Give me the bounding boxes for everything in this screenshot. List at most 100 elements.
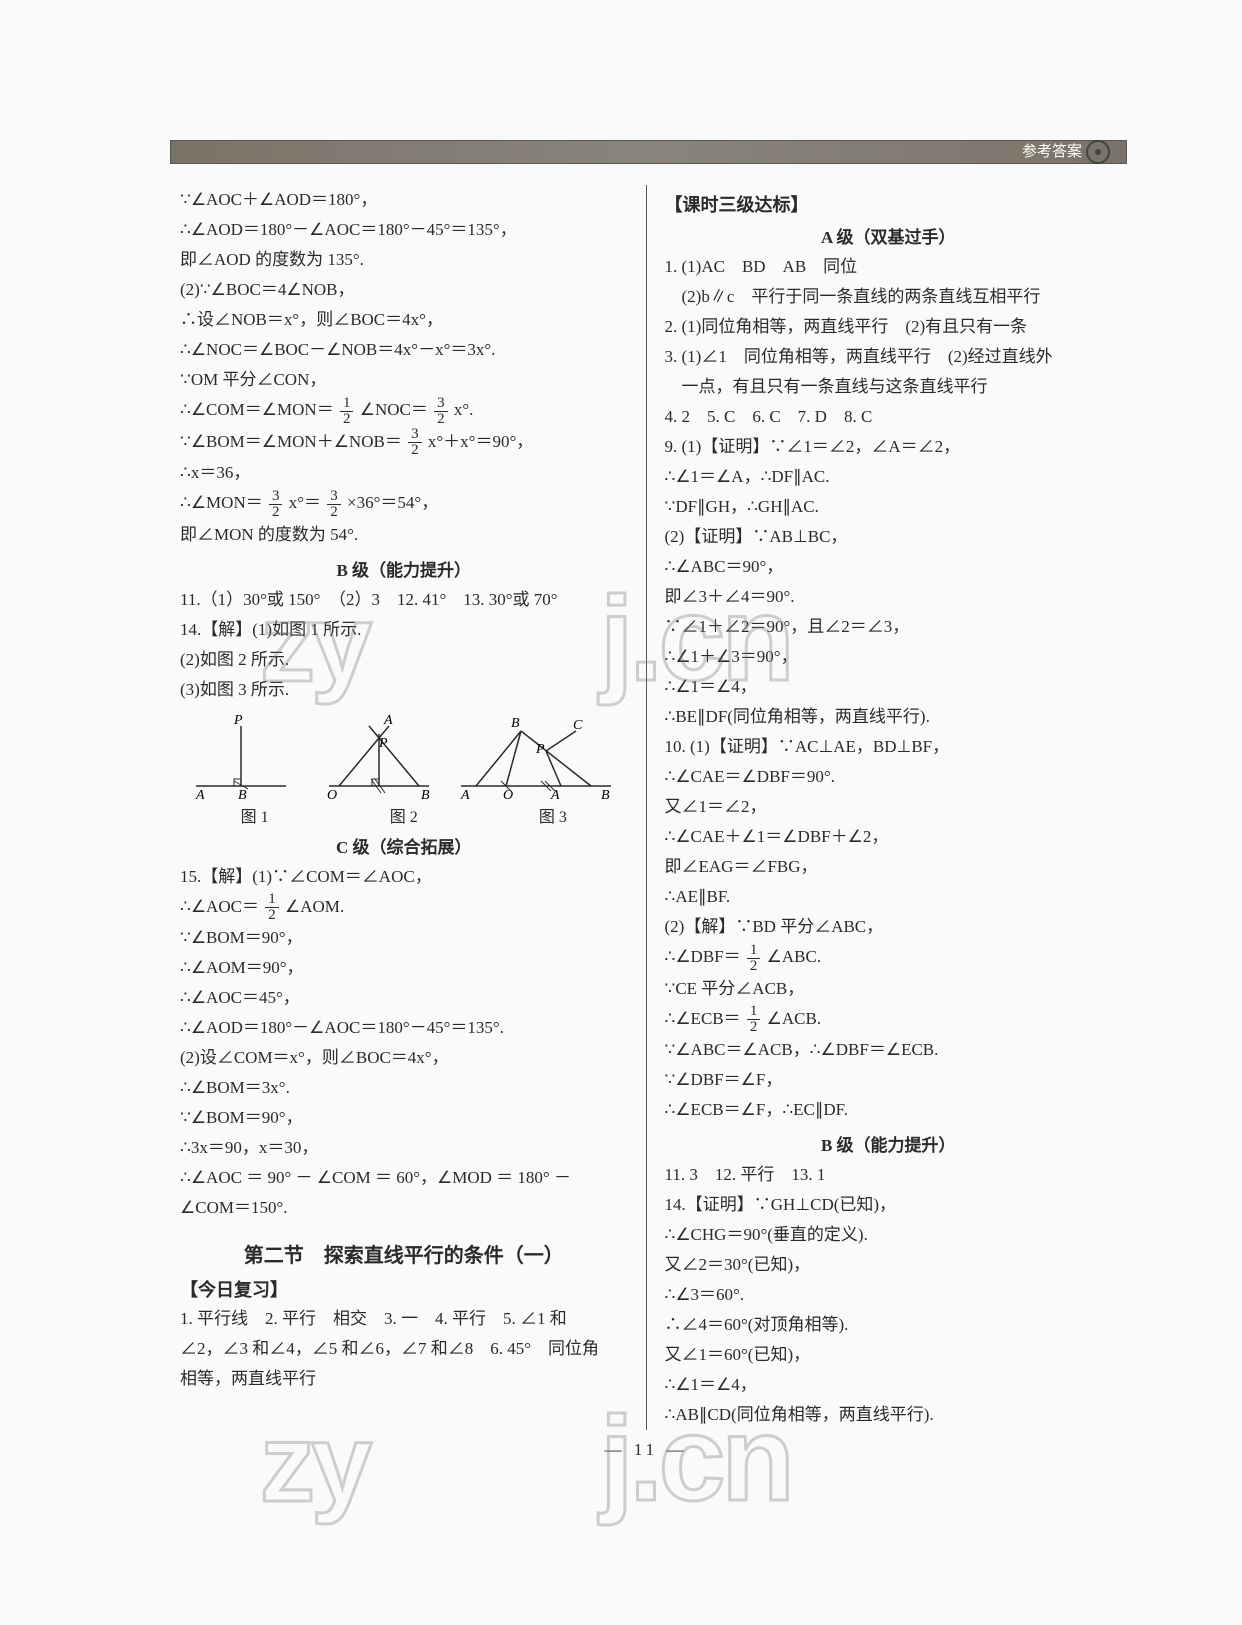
fragment: ∠AOM.	[285, 897, 344, 916]
text-line: ∴∠CHG＝90°(垂直的定义).	[665, 1220, 1113, 1250]
svg-text:A: A	[383, 713, 393, 728]
text-line: ∴∠CAE＋∠1＝∠DBF＋∠2，	[665, 822, 1113, 852]
text-line: ∴x＝36，	[180, 458, 628, 488]
fraction: 12	[747, 1004, 761, 1035]
fragment: ×36°＝54°，	[347, 493, 438, 512]
text-line: ∠2，∠3 和∠4，∠5 和∠6，∠7 和∠8 6. 45° 同位角	[180, 1334, 628, 1364]
svg-text:A: A	[550, 788, 560, 801]
text-line: ∴∠1＝∠4，	[665, 1370, 1113, 1400]
svg-text:P: P	[378, 736, 388, 751]
text-line: (2)【证明】∵AB⊥BC，	[665, 522, 1113, 552]
text-line: ∴∠COM＝∠MON＝ 12 ∠NOC＝ 32 x°.	[180, 395, 628, 427]
svg-text:B: B	[421, 788, 430, 801]
text-line: (2)【解】∵BD 平分∠ABC，	[665, 912, 1113, 942]
svg-text:A: A	[460, 788, 470, 801]
level-b-title: B 级（能力提升）	[180, 556, 628, 581]
standard-title: 【课时三级达标】	[665, 191, 1113, 217]
text-line: (2)设∠COM＝x°，则∠BOC＝4x°，	[180, 1043, 628, 1073]
page: 参考答案 zy j.cn zy j.cn ∵∠AOC＋∠AOD＝180°， ∴∠…	[0, 0, 1242, 1625]
left-column: ∵∠AOC＋∠AOD＝180°， ∴∠AOD＝180°－∠AOC＝180°－45…	[170, 185, 647, 1430]
figure-2: A P O B	[309, 711, 439, 801]
text-line: 4. 2 5. C 6. C 7. D 8. C	[665, 402, 1113, 432]
fraction: 32	[269, 489, 283, 520]
svg-text:A: A	[195, 788, 205, 801]
level-b-title-right: B 级（能力提升）	[665, 1131, 1113, 1156]
text-line: ∴∠CAE＝∠DBF＝90°.	[665, 762, 1113, 792]
content-columns: ∵∠AOC＋∠AOD＝180°， ∴∠AOD＝180°－∠AOC＝180°－45…	[170, 185, 1122, 1430]
text-line: 1. (1)AC BD AB 同位	[665, 252, 1113, 282]
text-line: ∴∠4＝60°(对顶角相等).	[665, 1310, 1113, 1340]
text-line: 9. (1)【证明】∵∠1＝∠2，∠A＝∠2，	[665, 432, 1113, 462]
fragment: x°＝	[289, 493, 321, 512]
text-line: 14.【解】(1)如图 1 所示.	[180, 615, 628, 645]
text-line: ∴∠1＝∠A，∴DF∥AC.	[665, 462, 1113, 492]
text-line: (2)∵∠BOC＝4∠NOB，	[180, 275, 628, 305]
text-line: ∴BE∥DF(同位角相等，两直线平行).	[665, 702, 1113, 732]
fragment: ∴∠MON＝	[180, 493, 263, 512]
fraction: 32	[408, 427, 422, 458]
text-line: ∴∠3＝60°.	[665, 1280, 1113, 1310]
fragment: ∴∠DBF＝	[665, 947, 741, 966]
text-line: (2)b∥c 平行于同一条直线的两条直线互相平行	[665, 282, 1113, 312]
svg-text:P: P	[535, 742, 545, 757]
fragment: ∴∠COM＝∠MON＝	[180, 400, 334, 419]
text-line: ∴AB∥CD(同位角相等，两直线平行).	[665, 1400, 1113, 1430]
fragment: ∠NOC＝	[360, 400, 428, 419]
text-line: ∴AE∥BF.	[665, 882, 1113, 912]
text-line: 又∠2＝30°(已知)，	[665, 1250, 1113, 1280]
text-line: 11.（1）30°或 150° （2）3 12. 41° 13. 30°或 70…	[180, 585, 628, 615]
text-line: ∴∠MON＝ 32 x°＝ 32 ×36°＝54°，	[180, 488, 628, 520]
text-line: ∴∠ABC＝90°，	[665, 552, 1113, 582]
fig-label: 图 1	[241, 803, 269, 827]
text-line: 15.【解】(1)∵∠COM＝∠AOC，	[180, 862, 628, 892]
fragment: ∠ABC.	[767, 947, 821, 966]
text-line: 11. 3 12. 平行 13. 1	[665, 1160, 1113, 1190]
level-a-title: A 级（双基过手）	[665, 223, 1113, 248]
fragment: ∵∠BOM＝∠MON＋∠NOB＝	[180, 432, 402, 451]
text-line: ∴∠AOM＝90°，	[180, 953, 628, 983]
text-line: ∴∠BOM＝3x°.	[180, 1073, 628, 1103]
svg-text:B: B	[238, 788, 247, 801]
svg-text:C: C	[573, 718, 583, 733]
text-line: ∴3x＝90，x＝30，	[180, 1133, 628, 1163]
text-line: ∴∠ECB＝∠F，∴EC∥DF.	[665, 1095, 1113, 1125]
text-line: 即∠AOD 的度数为 135°.	[180, 245, 628, 275]
text-line: ∴∠DBF＝ 12 ∠ABC.	[665, 942, 1113, 974]
text-line: ∴设∠NOB＝x°，则∠BOC＝4x°，	[180, 305, 628, 335]
fragment: ∠ACB.	[767, 1009, 821, 1028]
text-line: 又∠1＝∠2，	[665, 792, 1113, 822]
svg-text:B: B	[511, 716, 520, 731]
text-line: 3. (1)∠1 同位角相等，两直线平行 (2)经过直线外	[665, 342, 1113, 372]
text-line: ∴∠NOC＝∠BOC－∠NOB＝4x°－x°＝3x°.	[180, 335, 628, 365]
fragment: x°.	[454, 400, 474, 419]
text-line: ∵∠AOC＋∠AOD＝180°，	[180, 185, 628, 215]
fraction: 32	[327, 489, 341, 520]
text-line: ∴∠AOD＝180°－∠AOC＝180°－45°＝135°，	[180, 215, 628, 245]
text-line: 即∠MON 的度数为 54°.	[180, 520, 628, 550]
text-line: (2)如图 2 所示.	[180, 645, 628, 675]
level-c-title: C 级（综合拓展）	[180, 833, 628, 858]
text-line: 又∠1＝60°(已知)，	[665, 1340, 1113, 1370]
fig-label: 图 2	[390, 803, 418, 827]
text-line: ∴∠ECB＝ 12 ∠ACB.	[665, 1004, 1113, 1036]
text-line: ∴∠AOC ＝ 90° － ∠COM ＝ 60°，∠MOD ＝ 180° －	[180, 1163, 628, 1193]
text-line: 一点，有且只有一条直线与这条直线平行	[665, 372, 1113, 402]
text-line: ∵∠BOM＝90°，	[180, 1103, 628, 1133]
text-line: ∴∠AOC＝ 12 ∠AOM.	[180, 892, 628, 924]
text-line: 即∠3＋∠4＝90°.	[665, 582, 1113, 612]
fraction: 12	[747, 943, 761, 974]
header-text: 参考答案	[1022, 140, 1082, 164]
text-line: ∠COM＝150°.	[180, 1193, 628, 1223]
text-line: 14.【证明】∵GH⊥CD(已知)，	[665, 1190, 1113, 1220]
fraction: 32	[434, 396, 448, 427]
fraction: 12	[265, 892, 279, 923]
svg-text:P: P	[233, 713, 243, 728]
text-line: ∵∠DBF＝∠F，	[665, 1065, 1113, 1095]
text-line: ∴∠1＋∠3＝90°，	[665, 642, 1113, 672]
text-line: ∵∠BOM＝90°，	[180, 923, 628, 953]
review-title: 【今日复习】	[180, 1276, 628, 1302]
text-line: ∵∠BOM＝∠MON＋∠NOB＝ 32 x°＋x°＝90°，	[180, 427, 628, 459]
fragment: ∴∠ECB＝	[665, 1009, 741, 1028]
fragment: x°＋x°＝90°，	[428, 432, 533, 451]
text-line: 即∠EAG＝∠FBG，	[665, 852, 1113, 882]
